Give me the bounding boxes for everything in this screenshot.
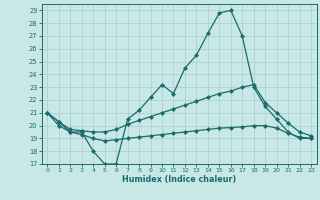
X-axis label: Humidex (Indice chaleur): Humidex (Indice chaleur) bbox=[122, 175, 236, 184]
